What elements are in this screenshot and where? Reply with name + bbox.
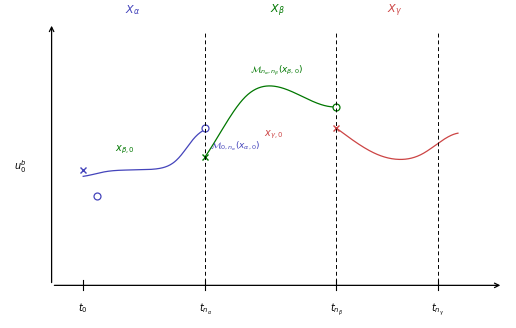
Text: $t_{n_\gamma}$: $t_{n_\gamma}$ bbox=[431, 301, 444, 318]
Text: $t_0$: $t_0$ bbox=[78, 302, 88, 316]
Text: $x_{\gamma,0}$: $x_{\gamma,0}$ bbox=[264, 128, 283, 141]
Text: $t_{n_\alpha}$: $t_{n_\alpha}$ bbox=[199, 302, 212, 317]
Text: $\mathcal{M}_{0,n_\alpha}\left(x_{\alpha,0}\right)$: $\mathcal{M}_{0,n_\alpha}\left(x_{\alpha… bbox=[209, 140, 260, 154]
Text: $X_\beta$: $X_\beta$ bbox=[270, 3, 285, 19]
Text: $u_0^b$: $u_0^b$ bbox=[14, 158, 27, 175]
Text: $X_\gamma$: $X_\gamma$ bbox=[387, 3, 402, 19]
Text: $\mathcal{M}_{n_\alpha,n_\beta}\left(x_{\beta,0}\right)$: $\mathcal{M}_{n_\alpha,n_\beta}\left(x_{… bbox=[250, 64, 303, 78]
Text: $X_\alpha$: $X_\alpha$ bbox=[125, 3, 140, 17]
Text: $t_{n_\beta}$: $t_{n_\beta}$ bbox=[330, 301, 343, 318]
Text: $x_{\beta,0}$: $x_{\beta,0}$ bbox=[115, 144, 135, 156]
